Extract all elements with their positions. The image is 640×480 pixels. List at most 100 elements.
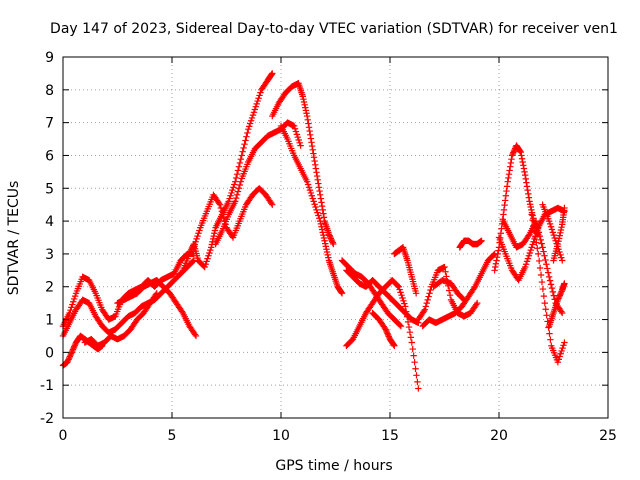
data-point-plus	[473, 301, 480, 308]
data-point-plus	[316, 187, 323, 195]
data-point-plus	[320, 210, 327, 217]
data-point-plus	[322, 243, 330, 250]
x-tick-label: 20	[490, 428, 508, 444]
data-point-plus	[516, 148, 524, 155]
x-tick-label: 15	[381, 428, 399, 444]
y-tick-label: 6	[45, 148, 54, 164]
series-track-14	[369, 309, 398, 349]
data-point-plus	[237, 178, 245, 185]
data-point-plus	[310, 154, 318, 161]
data-point-plus	[531, 228, 538, 235]
data-point-plus	[534, 225, 542, 232]
data-point-plus	[508, 152, 516, 159]
data-point-plus	[532, 217, 540, 225]
data-point-plus	[64, 359, 71, 366]
data-point-plus	[325, 254, 332, 261]
data-point-plus	[541, 299, 548, 307]
data-point-plus	[220, 214, 227, 222]
data-point-plus	[307, 135, 315, 142]
data-point-plus	[323, 246, 330, 253]
data-point-plus	[503, 183, 511, 190]
data-point-plus	[509, 150, 516, 158]
data-point-plus	[225, 198, 232, 205]
y-tick-label: 3	[45, 247, 54, 263]
data-point-plus	[525, 252, 533, 259]
data-point-plus	[500, 211, 507, 218]
data-point-plus	[269, 70, 276, 77]
data-point-plus	[228, 189, 235, 197]
data-point-plus	[558, 254, 565, 261]
data-point-plus	[525, 232, 532, 239]
data-point-plus	[201, 263, 208, 271]
data-point-plus	[536, 232, 543, 240]
data-point-plus	[559, 257, 566, 264]
data-point-plus	[304, 181, 312, 188]
data-point-plus	[318, 202, 326, 210]
data-point-plus	[71, 343, 78, 350]
series-track-26	[550, 204, 568, 264]
data-point-plus	[526, 249, 534, 257]
data-point-plus	[420, 307, 428, 315]
data-point-plus	[547, 336, 554, 343]
data-point-plus	[65, 356, 72, 363]
data-point-plus	[498, 225, 505, 232]
data-point-plus	[219, 211, 226, 218]
axis-ticks: 0 5 10 15 20 25 -2 -1 0 1 2 3 4 5 6 7 8 9	[40, 50, 617, 444]
data-point-plus	[532, 233, 539, 241]
data-point-plus	[517, 148, 524, 156]
data-point-plus	[493, 257, 500, 264]
data-point-plus	[312, 203, 319, 211]
data-point-plus	[520, 165, 528, 172]
data-point-plus	[394, 282, 401, 289]
series-track-3	[59, 332, 106, 369]
data-point-plus	[232, 198, 239, 205]
data-point-plus	[555, 235, 563, 242]
data-point-plus	[257, 89, 264, 96]
data-point-plus	[384, 331, 392, 339]
data-point-plus	[338, 289, 345, 296]
data-point-plus	[329, 239, 336, 246]
data-point-plus	[64, 357, 72, 365]
data-point-plus	[529, 216, 536, 224]
data-point-plus	[404, 318, 412, 326]
data-point-plus	[206, 249, 213, 257]
data-point-plus	[409, 345, 416, 353]
data-point-plus	[397, 289, 404, 296]
data-point-plus	[194, 232, 201, 240]
data-point-plus	[401, 300, 408, 307]
data-point-plus	[558, 308, 565, 315]
data-point-plus	[536, 264, 544, 272]
data-point-plus	[510, 148, 518, 155]
data-point-plus	[243, 133, 250, 140]
data-point-plus	[256, 92, 263, 99]
data-point-plus	[554, 296, 562, 304]
y-tick-label: 2	[45, 280, 54, 296]
data-point-plus	[382, 326, 389, 333]
data-point-plus	[313, 206, 320, 214]
data-point-plus	[546, 277, 554, 284]
data-point-plus	[510, 149, 517, 156]
data-point-plus	[254, 97, 261, 105]
data-point-plus	[547, 223, 555, 230]
data-point-plus	[244, 129, 251, 137]
data-point-plus	[396, 286, 403, 293]
data-point-plus	[478, 237, 485, 244]
data-point-plus	[67, 350, 75, 357]
data-point-plus	[507, 163, 514, 170]
data-point-plus	[338, 290, 346, 297]
data-point-plus	[560, 342, 567, 349]
data-point-plus	[521, 168, 528, 176]
data-point-plus	[330, 240, 337, 248]
data-point-plus	[315, 180, 322, 187]
data-point-plus	[523, 179, 530, 186]
data-point-plus	[397, 322, 405, 330]
series-track-5	[114, 276, 200, 340]
data-point-plus	[325, 231, 333, 238]
data-point-plus	[67, 351, 74, 359]
data-point-plus	[313, 172, 321, 180]
data-point-plus	[232, 174, 240, 182]
series-track-25	[545, 280, 568, 330]
data-point-plus	[66, 354, 73, 362]
data-point-plus	[269, 201, 276, 208]
